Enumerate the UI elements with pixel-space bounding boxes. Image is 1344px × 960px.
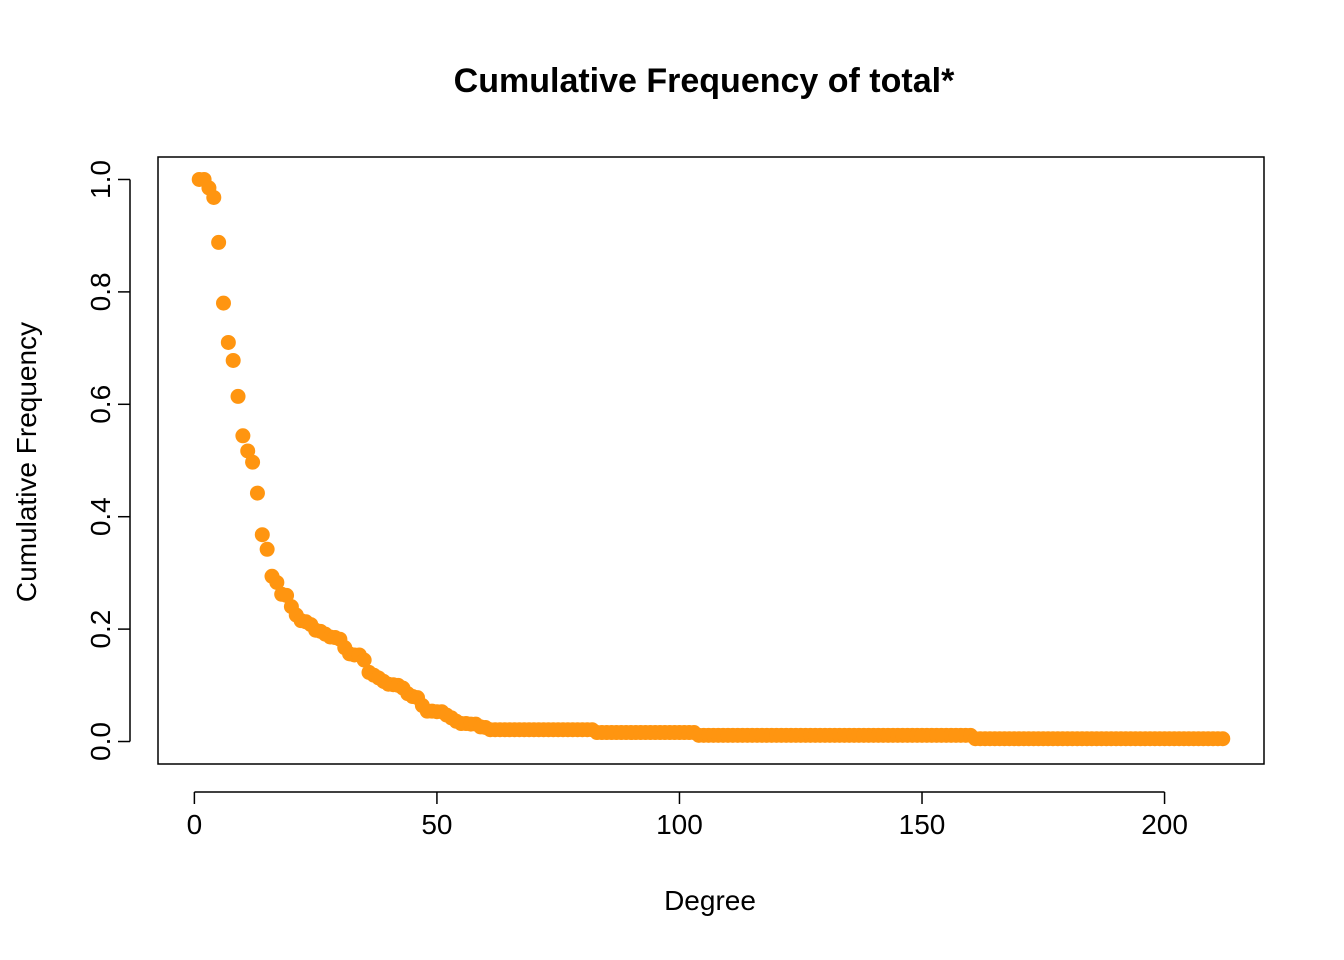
y-axis: 0.0 0.2 0.4 0.6 0.8 1.0 bbox=[85, 160, 131, 761]
y-tick-label: 1.0 bbox=[85, 160, 116, 199]
data-point bbox=[215, 295, 231, 311]
x-tick-label: 200 bbox=[1141, 809, 1188, 840]
x-axis-label: Degree bbox=[664, 885, 756, 916]
data-point bbox=[211, 234, 227, 250]
x-tick-label: 50 bbox=[421, 809, 452, 840]
data-point bbox=[269, 574, 285, 590]
data-point bbox=[225, 352, 241, 368]
data-point bbox=[245, 454, 261, 470]
y-tick-label: 0.2 bbox=[85, 610, 116, 649]
x-tick-label: 150 bbox=[899, 809, 946, 840]
y-tick-label: 0.6 bbox=[85, 385, 116, 424]
data-point bbox=[230, 388, 246, 404]
data-point bbox=[240, 443, 256, 459]
data-point bbox=[249, 485, 265, 501]
data-point bbox=[220, 334, 236, 350]
chart-title: Cumulative Frequency of total* bbox=[454, 62, 955, 100]
y-tick-label: 0.4 bbox=[85, 497, 116, 536]
data-point bbox=[254, 527, 270, 543]
data-point bbox=[279, 587, 295, 603]
data-point bbox=[356, 652, 372, 668]
y-axis-label: Cumulative Frequency bbox=[11, 322, 42, 602]
data-point bbox=[1215, 731, 1231, 747]
plot-frame bbox=[157, 156, 1265, 765]
y-tick-label: 0.8 bbox=[85, 272, 116, 311]
data-point bbox=[235, 428, 251, 444]
data-point bbox=[259, 541, 275, 557]
x-tick-label: 0 bbox=[187, 809, 203, 840]
data-points bbox=[191, 171, 1231, 747]
x-tick-label: 100 bbox=[656, 809, 703, 840]
data-point bbox=[206, 189, 222, 205]
y-tick-label: 0.0 bbox=[85, 722, 116, 761]
x-axis: 0 50 100 150 200 bbox=[187, 791, 1188, 840]
